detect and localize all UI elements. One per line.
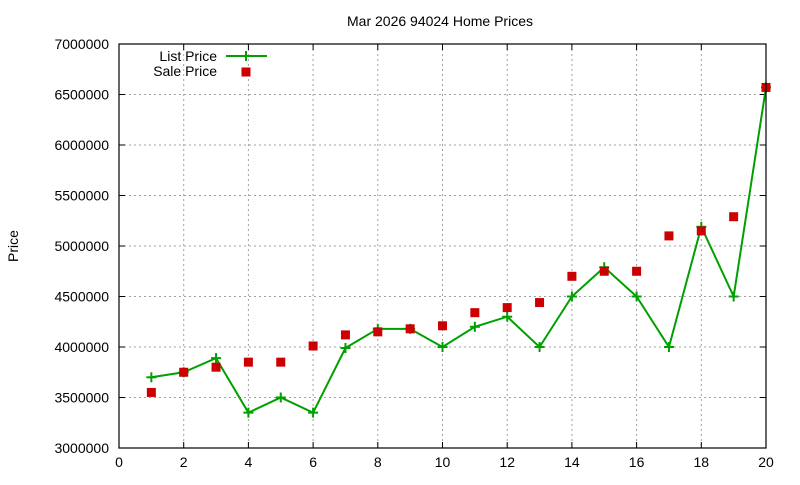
square-marker (567, 271, 577, 281)
y-tick-label: 5500000 (54, 188, 109, 204)
y-axis-label: Price (5, 230, 21, 262)
x-tick-label: 8 (374, 454, 382, 470)
y-tick-label: 6000000 (54, 137, 109, 153)
series-list-price (146, 82, 771, 418)
square-marker (438, 321, 447, 331)
x-axis-ticks: 0 2 4 6 8 10 12 14 16 18 20 (115, 44, 774, 470)
y-tick-label: 5000000 (54, 238, 109, 254)
y-tick-label: 6500000 (54, 87, 109, 103)
legend-symbols (226, 51, 267, 77)
y-tick-label: 7000000 (54, 36, 109, 52)
square-marker (340, 330, 350, 340)
square-marker (502, 303, 512, 313)
square-marker (729, 212, 739, 222)
grid-lines (119, 44, 766, 448)
chart-title: Mar 2026 94024 Home Prices (347, 13, 533, 29)
y-tick-label: 3000000 (54, 440, 109, 456)
x-tick-label: 20 (758, 454, 774, 470)
square-marker (664, 231, 674, 241)
x-tick-label: 16 (629, 454, 645, 470)
square-marker (632, 266, 642, 276)
x-tick-label: 6 (309, 454, 317, 470)
square-marker (276, 357, 286, 367)
x-tick-label: 18 (694, 454, 710, 470)
square-marker (241, 67, 251, 77)
y-axis-ticks: 3000000 3500000 4000000 4500000 5000000 55000… (54, 36, 766, 456)
x-tick-label: 10 (435, 454, 451, 470)
legend-label-sale-price: Sale Price (153, 63, 217, 79)
square-marker (535, 298, 545, 308)
x-tick-label: 4 (245, 454, 253, 470)
square-marker (308, 341, 318, 351)
square-marker (179, 367, 189, 377)
square-marker (470, 308, 480, 318)
series-sale-price (146, 82, 771, 397)
square-marker (373, 327, 383, 337)
series-line (151, 87, 767, 414)
square-marker (211, 362, 221, 372)
square-marker (599, 266, 609, 276)
y-tick-label: 4000000 (54, 339, 109, 355)
legend: List Price Sale Price (153, 48, 267, 79)
square-marker (243, 357, 253, 367)
y-tick-label: 3500000 (54, 390, 109, 406)
plot-border (118, 43, 767, 449)
x-tick-label: 12 (499, 454, 515, 470)
x-tick-label: 2 (180, 454, 188, 470)
square-marker (696, 226, 706, 236)
square-marker (405, 324, 415, 334)
x-tick-label: 0 (115, 454, 123, 470)
x-tick-label: 14 (564, 454, 580, 470)
legend-label-list-price: List Price (159, 48, 217, 64)
y-tick-label: 4500000 (54, 289, 109, 305)
data-series (146, 82, 771, 418)
square-marker (146, 387, 156, 397)
